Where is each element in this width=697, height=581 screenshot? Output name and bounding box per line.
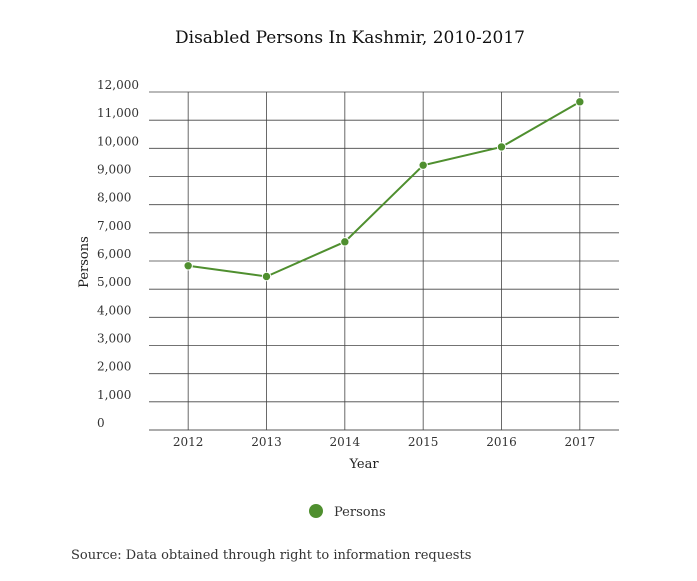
x-tick-label: 2016: [486, 435, 517, 449]
x-axis-ticks: 2012 2013 2014 2015 2016 2017: [173, 435, 595, 449]
legend-swatch-persons: [309, 504, 323, 518]
y-tick-label: 2,000: [97, 360, 131, 374]
data-point: [261, 271, 272, 282]
y-tick-label: 6,000: [97, 247, 131, 261]
x-tick-label: 2012: [173, 435, 204, 449]
y-tick-label: 3,000: [97, 332, 131, 346]
y-axis-ticks: 0 1,000 2,000 3,000 4,000 5,000 6,000 7,000 8,00…: [97, 78, 139, 430]
x-axis-label: Year: [348, 457, 379, 472]
x-tick-label: 2015: [408, 435, 439, 449]
y-axis-label: Persons: [77, 236, 92, 288]
data-point: [575, 97, 585, 107]
y-tick-label: 10,000: [97, 134, 139, 148]
data-point: [183, 261, 193, 271]
y-tick-label: 11,000: [97, 106, 139, 120]
x-tick-label: 2017: [565, 435, 596, 449]
y-tick-label: 4,000: [97, 303, 131, 317]
legend: Persons: [309, 504, 386, 520]
data-point: [496, 142, 507, 152]
grid: [149, 91, 619, 431]
y-tick-label: 0: [97, 416, 105, 430]
y-tick-label: 9,000: [97, 163, 131, 177]
y-tick-label: 8,000: [97, 191, 131, 205]
source-note: Source: Data obtained through right to i…: [71, 548, 472, 563]
data-point: [418, 160, 428, 170]
x-tick-label: 2014: [330, 435, 361, 449]
series-group: [183, 97, 585, 282]
y-tick-label: 1,000: [97, 388, 131, 402]
chart-title: Disabled Persons In Kashmir, 2010-2017: [175, 28, 525, 48]
y-tick-label: 7,000: [97, 219, 131, 233]
legend-label-persons: Persons: [334, 505, 386, 520]
y-tick-label: 12,000: [97, 78, 139, 92]
data-point: [340, 237, 350, 247]
y-tick-label: 5,000: [97, 275, 131, 289]
x-tick-label: 2013: [251, 435, 282, 449]
series-line-persons: [188, 100, 581, 278]
